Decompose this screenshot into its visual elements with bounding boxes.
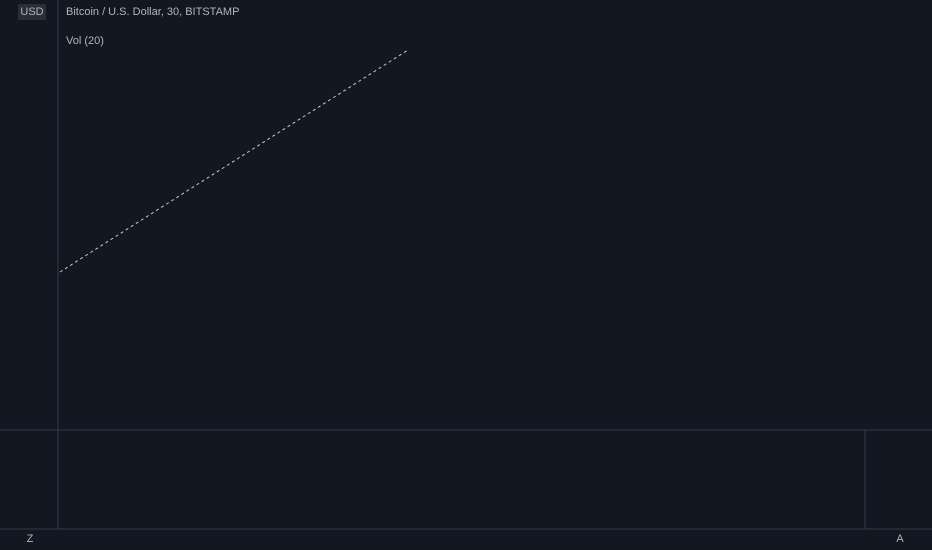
- footer-button[interactable]: Z: [27, 533, 34, 545]
- chart-title: Bitcoin / U.S. Dollar, 30, BITSTAMP: [66, 6, 239, 18]
- annotation: Vol (20): [66, 35, 104, 47]
- footer-button[interactable]: A: [896, 533, 904, 545]
- trend-line: [59, 49, 409, 273]
- currency: USD: [20, 6, 43, 18]
- currency-badge[interactable]: [18, 4, 46, 20]
